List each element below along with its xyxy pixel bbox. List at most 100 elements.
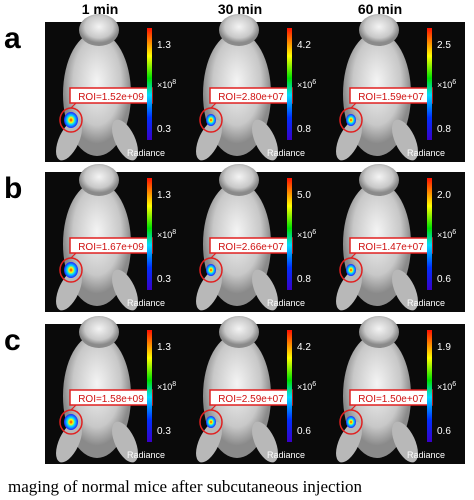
exponent: 8: [172, 79, 176, 86]
multiplier: ×10: [157, 230, 172, 240]
roi-value: ROI=1.59e+07: [358, 92, 424, 103]
roi-value: ROI=2.59e+07: [218, 394, 284, 405]
colorbar: [147, 330, 152, 442]
mouse-head: [79, 316, 119, 348]
roi-value: ROI=1.67e+09: [78, 242, 144, 253]
exponent: 6: [452, 79, 456, 86]
multiplier: ×10: [437, 382, 452, 392]
scale-top: 4.2: [297, 40, 311, 51]
colorbar: [287, 28, 292, 140]
tumor-signal: [64, 414, 78, 430]
tumor-signal: [346, 416, 356, 428]
exponent: 6: [452, 229, 456, 236]
mouse-leg: [336, 269, 362, 311]
scale-multiplier: ×106: [297, 229, 316, 240]
mouse-leg: [252, 269, 278, 311]
colorbar-label: Radiance: [267, 298, 305, 308]
scale-bottom: 0.8: [437, 124, 451, 135]
panel: ROI=1.67e+09 1.3 0.3 ×108 Radiance: [45, 164, 185, 312]
roi-value: ROI=2.80e+07: [218, 92, 284, 103]
scale-top: 5.0: [297, 190, 311, 201]
scale-multiplier: ×108: [157, 229, 176, 240]
panel: ROI=1.47e+07 2.0 0.6 ×106 Radiance: [325, 164, 465, 312]
mouse-leg: [336, 119, 362, 161]
colorbar: [427, 330, 432, 442]
colorbar: [147, 28, 152, 140]
scale-top: 1.3: [157, 342, 171, 353]
roi-value: ROI=1.52e+09: [78, 92, 144, 103]
scale-top: 1.9: [437, 342, 451, 353]
exponent: 6: [452, 381, 456, 388]
multiplier: ×10: [157, 80, 172, 90]
scale-multiplier: ×106: [437, 79, 456, 90]
mouse-head: [219, 164, 259, 196]
colorbar-label: Radiance: [407, 298, 445, 308]
mouse-head: [79, 164, 119, 196]
panel: ROI=1.52e+09 1.3 0.3 ×108 Radiance: [45, 14, 185, 162]
scale-multiplier: ×106: [437, 381, 456, 392]
mouse-leg: [56, 421, 82, 463]
mouse-leg: [252, 119, 278, 161]
colorbar: [287, 330, 292, 442]
scale-multiplier: ×106: [437, 229, 456, 240]
multiplier: ×10: [297, 382, 312, 392]
mouse-head: [219, 14, 259, 46]
tumor-signal: [206, 264, 216, 276]
panel: ROI=1.59e+07 2.5 0.8 ×106 Radiance: [325, 14, 465, 162]
scale-multiplier: ×106: [297, 79, 316, 90]
scale-bottom: 0.6: [437, 426, 451, 437]
panel: ROI=2.80e+07 4.2 0.8 ×106 Radiance: [185, 14, 325, 162]
column-header: 1 min: [82, 1, 119, 17]
scale-bottom: 0.6: [297, 426, 311, 437]
mouse-leg: [252, 421, 278, 463]
mouse-leg: [196, 421, 222, 463]
scale-top: 2.5: [437, 40, 451, 51]
column-header: 60 min: [358, 1, 402, 17]
mouse-leg: [112, 119, 138, 161]
scale-multiplier: ×108: [157, 381, 176, 392]
colorbar: [147, 178, 152, 290]
roi-value: ROI=1.50e+07: [358, 394, 424, 405]
row-label: a: [4, 22, 21, 55]
scale-bottom: 0.8: [297, 274, 311, 285]
scale-top: 2.0: [437, 190, 451, 201]
colorbar-label: Radiance: [267, 450, 305, 460]
mouse-leg: [196, 119, 222, 161]
mouse-head: [359, 316, 399, 348]
exponent: 6: [312, 229, 316, 236]
roi-value: ROI=2.66e+07: [218, 242, 284, 253]
exponent: 8: [172, 381, 176, 388]
caption: maging of normal mice after subcutaneous…: [8, 477, 363, 496]
colorbar-label: Radiance: [407, 450, 445, 460]
mouse-head: [219, 316, 259, 348]
scale-bottom: 0.3: [157, 426, 171, 437]
mouse-leg: [392, 119, 418, 161]
tumor-signal: [206, 416, 216, 428]
roi-value: ROI=1.47e+07: [358, 242, 424, 253]
row-label: c: [4, 324, 21, 357]
panel: ROI=2.59e+07 4.2 0.6 ×106 Radiance: [185, 316, 325, 464]
multiplier: ×10: [437, 230, 452, 240]
exponent: 6: [312, 79, 316, 86]
colorbar-label: Radiance: [127, 450, 165, 460]
multiplier: ×10: [157, 382, 172, 392]
scale-top: 1.3: [157, 190, 171, 201]
mouse-head: [79, 14, 119, 46]
colorbar-label: Radiance: [407, 148, 445, 158]
mouse-leg: [392, 421, 418, 463]
mouse-leg: [56, 269, 82, 311]
scale-bottom: 0.3: [157, 124, 171, 135]
scale-multiplier: ×106: [297, 381, 316, 392]
colorbar: [287, 178, 292, 290]
mouse-head: [359, 164, 399, 196]
tumor-signal: [346, 264, 356, 276]
mouse-leg: [112, 269, 138, 311]
column-header: 30 min: [218, 1, 262, 17]
scale-bottom: 0.8: [297, 124, 311, 135]
panel: ROI=2.66e+07 5.0 0.8 ×106 Radiance: [185, 164, 325, 312]
tumor-signal: [206, 114, 216, 126]
multiplier: ×10: [437, 80, 452, 90]
mouse-leg: [196, 269, 222, 311]
panel: ROI=1.58e+09 1.3 0.3 ×108 Radiance: [45, 316, 185, 464]
